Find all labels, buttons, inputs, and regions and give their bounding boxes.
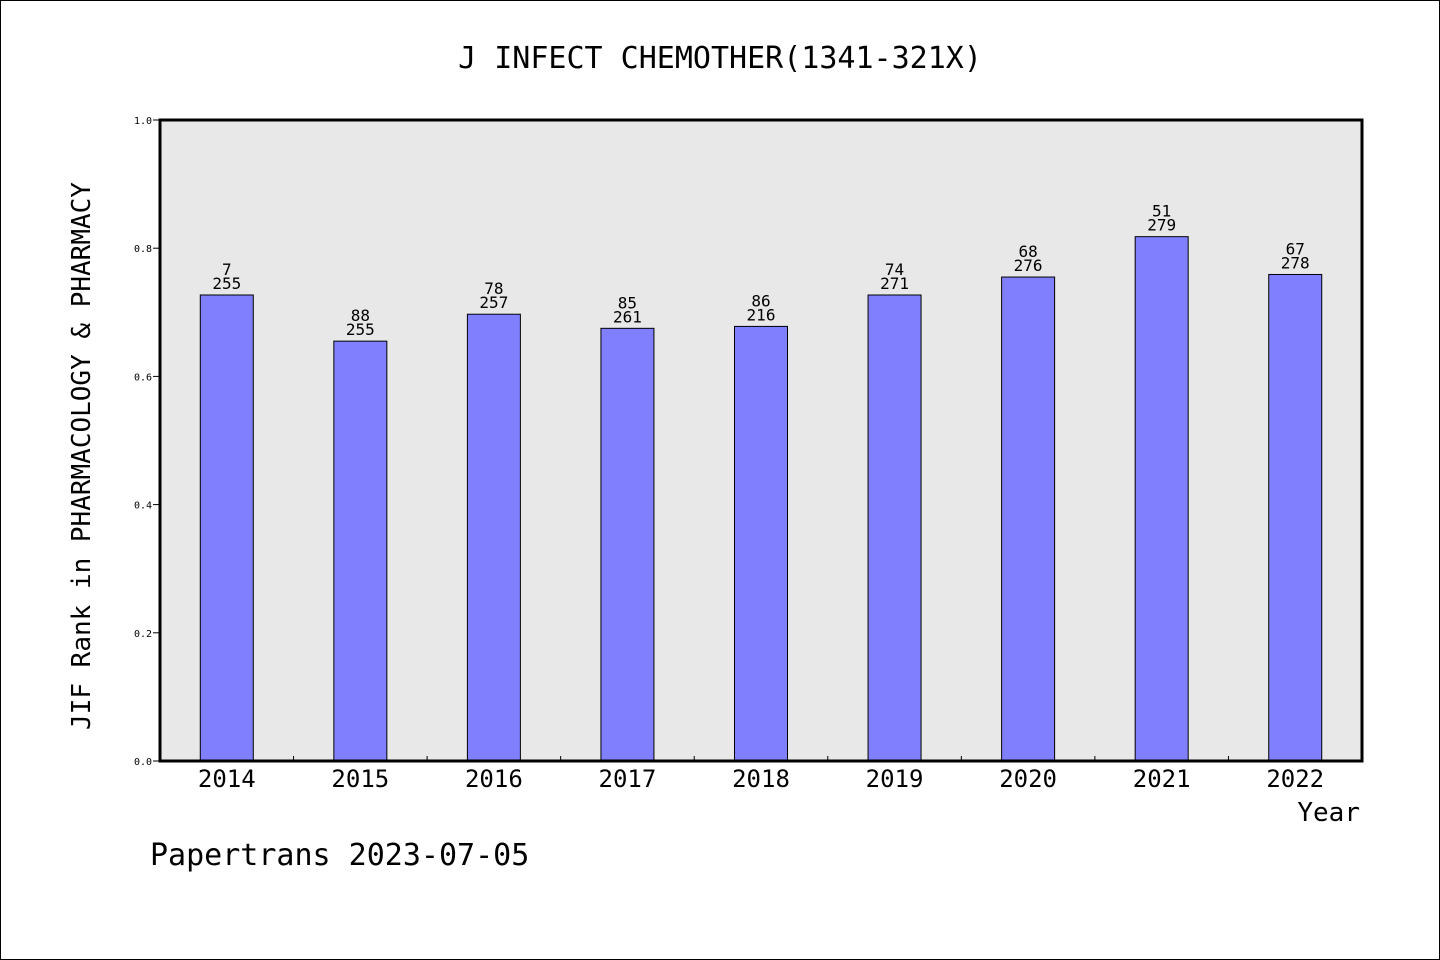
bar-rank-label: 67 — [1286, 239, 1305, 258]
bar-rank-label: 88 — [351, 306, 370, 325]
x-tick-label: 2015 — [331, 765, 389, 793]
bar-2020 — [1001, 276, 1056, 762]
x-tick-label: 2017 — [599, 765, 657, 793]
y-axis-ticks: 0.0 0.2 0.4 0.6 0.8 1.0 — [134, 116, 160, 768]
bar-2014 — [199, 294, 254, 762]
bar-2021 — [1134, 236, 1189, 762]
plot-frame — [158, 118, 1364, 763]
bar-rank-label: 86 — [751, 291, 770, 310]
bar-total-label: 255 — [346, 320, 375, 339]
bar-2019 — [867, 294, 922, 762]
bars — [199, 236, 1323, 762]
bar-total-label: 271 — [880, 274, 909, 293]
x-tick-label: 2018 — [732, 765, 790, 793]
bar-rank-label: 85 — [618, 293, 637, 312]
y-tick-label: 1.0 — [134, 116, 152, 127]
bar-total-label: 276 — [1014, 256, 1043, 275]
x-tick-label: 2021 — [1133, 765, 1191, 793]
x-tick-label: 2016 — [465, 765, 523, 793]
bar-total-label: 216 — [747, 305, 776, 324]
bar-total-label: 255 — [212, 274, 241, 293]
y-tick-label: 0.0 — [134, 757, 152, 768]
bar-total-label: 278 — [1281, 253, 1310, 272]
x-tick-label: 2020 — [999, 765, 1057, 793]
bar-2022 — [1268, 273, 1323, 762]
bar-rank-label: 74 — [885, 260, 904, 279]
y-axis-label: JIF Rank in PHARMACOLOGY & PHARMACY — [67, 182, 97, 730]
bar-rank-label: 7 — [222, 260, 232, 279]
bar-rank-label: 51 — [1152, 202, 1171, 221]
x-tick-label: 2014 — [198, 765, 256, 793]
bar-rank-label: 78 — [484, 279, 503, 298]
x-tick-label: 2019 — [866, 765, 924, 793]
y-tick-label: 0.4 — [134, 501, 152, 512]
x-axis-ticks: 2014 2015 2016 2017 2018 2019 2020 2021 2022 — [198, 756, 1324, 793]
y-tick-label: 0.8 — [134, 244, 152, 255]
y-tick-label: 0.2 — [134, 629, 152, 640]
bar-total-label: 257 — [479, 293, 508, 312]
chart-title: J INFECT CHEMOTHER(1341-321X) — [458, 41, 982, 76]
bar-2017 — [600, 327, 655, 762]
bar-rank-label: 68 — [1018, 242, 1037, 261]
bar-2015 — [333, 340, 388, 762]
x-axis-label: Year — [1297, 798, 1360, 828]
bar-2018 — [734, 325, 788, 762]
footer-source-date: Papertrans 2023-07-05 — [150, 838, 529, 873]
bar-total-label: 279 — [1147, 216, 1176, 235]
x-tick-label: 2022 — [1266, 765, 1324, 793]
bar-total-label: 261 — [613, 307, 642, 326]
bar-2016 — [466, 313, 521, 762]
y-tick-label: 0.6 — [134, 372, 152, 383]
